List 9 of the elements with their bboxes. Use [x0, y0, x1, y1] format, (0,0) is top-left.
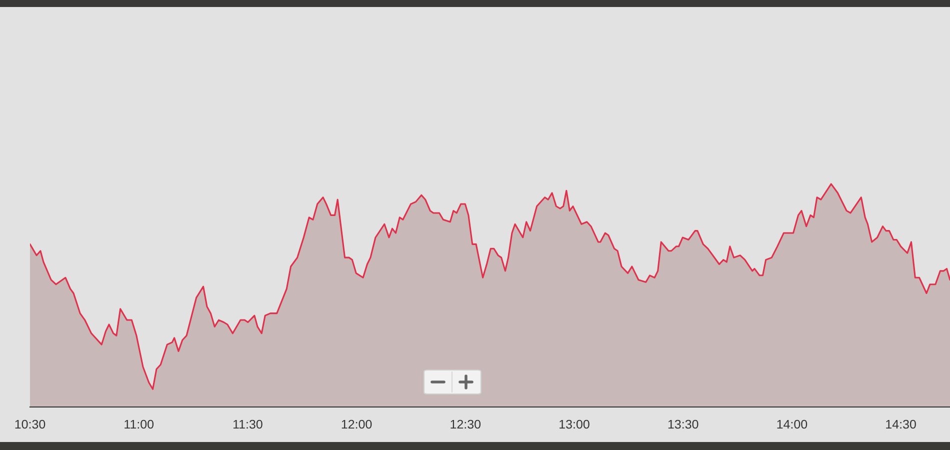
x-tick-label: 14:30 — [886, 420, 916, 429]
x-tick-label: 12:00 — [342, 420, 372, 429]
x-tick-label: 13:30 — [668, 420, 698, 429]
x-tick-label: 10:30 — [15, 420, 46, 429]
x-tick-label: 11:30 — [233, 420, 262, 429]
x-tick-label: 11:00 — [124, 420, 154, 429]
x-tick-label: 14:00 — [777, 420, 808, 429]
x-tick-label: 13:00 — [560, 420, 590, 429]
x-tick-label: 12:30 — [450, 420, 481, 429]
